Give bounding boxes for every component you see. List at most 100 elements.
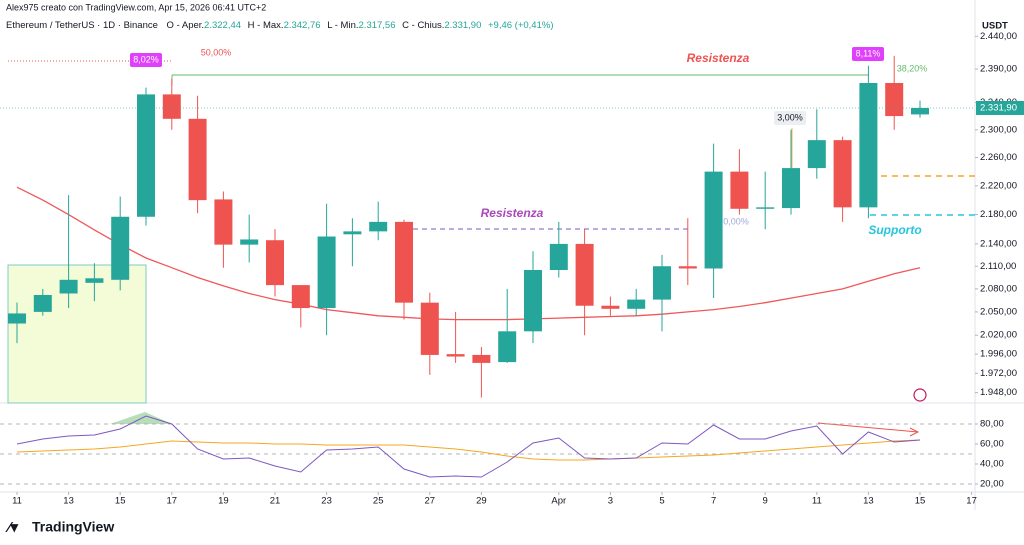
y-tick-label: 2.390,00: [980, 64, 1017, 75]
candle-body: [111, 216, 130, 280]
x-tick-label: 11: [12, 496, 22, 507]
x-tick-label: 3: [608, 496, 613, 507]
candle-body: [549, 243, 568, 270]
candle-body: [291, 285, 310, 309]
last-price-label: 2.331,90: [980, 102, 1017, 113]
x-tick-label: 27: [425, 496, 436, 507]
rsi-signal: [16, 439, 921, 461]
x-tick-label: 17: [966, 496, 977, 507]
ohlc-value: 2.322,44: [204, 20, 241, 31]
fib-label: 0,00%: [723, 216, 749, 226]
symbol: Ethereum / TetherUS · 1D · Binance: [6, 20, 158, 31]
x-tick-label: 23: [321, 496, 332, 507]
rsi-tick-label: 20,00: [980, 479, 1004, 490]
candle-body: [885, 82, 904, 117]
ohlc-label: O - Aper.: [167, 20, 205, 31]
x-tick-label: 13: [63, 496, 74, 507]
currency: USDT: [982, 21, 1008, 32]
candle-body: [601, 305, 620, 309]
candle-body: [137, 94, 155, 217]
pct-label: 8,02%: [133, 54, 159, 64]
candle-body: [317, 236, 336, 309]
y-tick-label: 2.140,00: [980, 238, 1017, 249]
candle-body: [704, 171, 723, 269]
pct-label: 3,00%: [777, 112, 803, 122]
brand-logo: ⁄▾: [5, 519, 19, 536]
y-tick-label: 2.020,00: [980, 330, 1017, 341]
x-tick-label: 19: [218, 496, 229, 507]
fib-label: 50,00%: [201, 47, 232, 57]
candle-body: [240, 239, 259, 245]
y-tick-label: 2.300,00: [980, 124, 1017, 135]
y-tick-label: 2.080,00: [980, 283, 1017, 294]
annotation: Supporto: [868, 223, 921, 237]
x-tick-label: 15: [115, 496, 126, 507]
candle-body: [33, 295, 52, 312]
ohlc-label: C - Chius.: [402, 20, 444, 31]
candle-body: [420, 302, 439, 355]
ohlc-value: 2.317,56: [359, 20, 396, 31]
y-tick-label: 2.440,00: [980, 31, 1017, 42]
x-tick-label: 13: [863, 496, 874, 507]
candle-body: [859, 82, 878, 208]
annotation: Resistenza: [481, 206, 544, 220]
pct-tag: [130, 53, 162, 67]
x-tick-label: 5: [659, 496, 664, 507]
divergence-arrow: [817, 422, 919, 433]
candle-body: [678, 266, 697, 269]
y-tick-label: 1.948,00: [980, 387, 1017, 398]
ohlc-label: H - Max.: [248, 20, 284, 31]
x-tick-label: Apr: [551, 496, 566, 507]
candle-body: [446, 354, 465, 357]
divergence-arrow: [909, 427, 920, 437]
candle-body: [498, 331, 517, 363]
rsi-tick-label: 60,00: [980, 439, 1004, 450]
candle-body: [627, 299, 646, 309]
moving-average: [16, 186, 921, 321]
x-tick-label: 17: [167, 496, 178, 507]
candle-body: [730, 171, 749, 209]
x-tick-label: 15: [915, 496, 926, 507]
candle-body: [369, 221, 388, 232]
fib-label: 38,20%: [897, 63, 928, 73]
legend: Ethereum / TetherUS · 1D · Binance O - A…: [6, 20, 554, 31]
candle-body: [782, 168, 800, 209]
candle-body: [653, 266, 671, 300]
rsi-tick-label: 80,00: [980, 419, 1004, 430]
candle-body: [188, 118, 207, 201]
last-price-tag: [976, 100, 1024, 115]
candle-body: [807, 140, 826, 169]
annotation: Resistenza: [687, 51, 750, 65]
y-tick-label: 2.260,00: [980, 152, 1017, 163]
pct-tag: [852, 47, 884, 61]
rsi-tick-label: 40,00: [980, 459, 1004, 470]
candle-body: [524, 269, 542, 332]
candle-body: [911, 107, 929, 115]
candle-body: [833, 140, 852, 208]
event-icon[interactable]: [913, 388, 927, 402]
candle-body: [59, 279, 78, 294]
ohlc-value: 2.342,76: [284, 20, 321, 31]
pct-label: 8,11%: [856, 48, 881, 58]
candle-body: [162, 94, 181, 119]
candle-body: [395, 221, 413, 303]
candle-body: [266, 240, 284, 286]
x-tick-label: 21: [270, 496, 281, 507]
candle-body: [8, 313, 26, 324]
candle-body: [575, 243, 594, 306]
y-tick-label: 2.110,00: [980, 261, 1016, 272]
x-tick-label: 7: [711, 496, 716, 507]
brand: TradingView: [32, 519, 114, 535]
y-tick-label: 2.220,00: [980, 180, 1017, 191]
x-tick-label: 11: [812, 496, 822, 507]
x-tick-label: 25: [373, 496, 384, 507]
credit: Alex975 creato con TradingView.com, Apr …: [6, 2, 266, 12]
candle-body: [472, 354, 491, 363]
y-tick-label: 2.050,00: [980, 306, 1017, 317]
candle-body: [214, 199, 233, 245]
y-tick-label: 1.996,00: [980, 349, 1017, 360]
change: +9,46 (+0,41%): [488, 20, 554, 31]
x-tick-label: 29: [476, 496, 487, 507]
y-tick-label: 2.180,00: [980, 209, 1017, 220]
